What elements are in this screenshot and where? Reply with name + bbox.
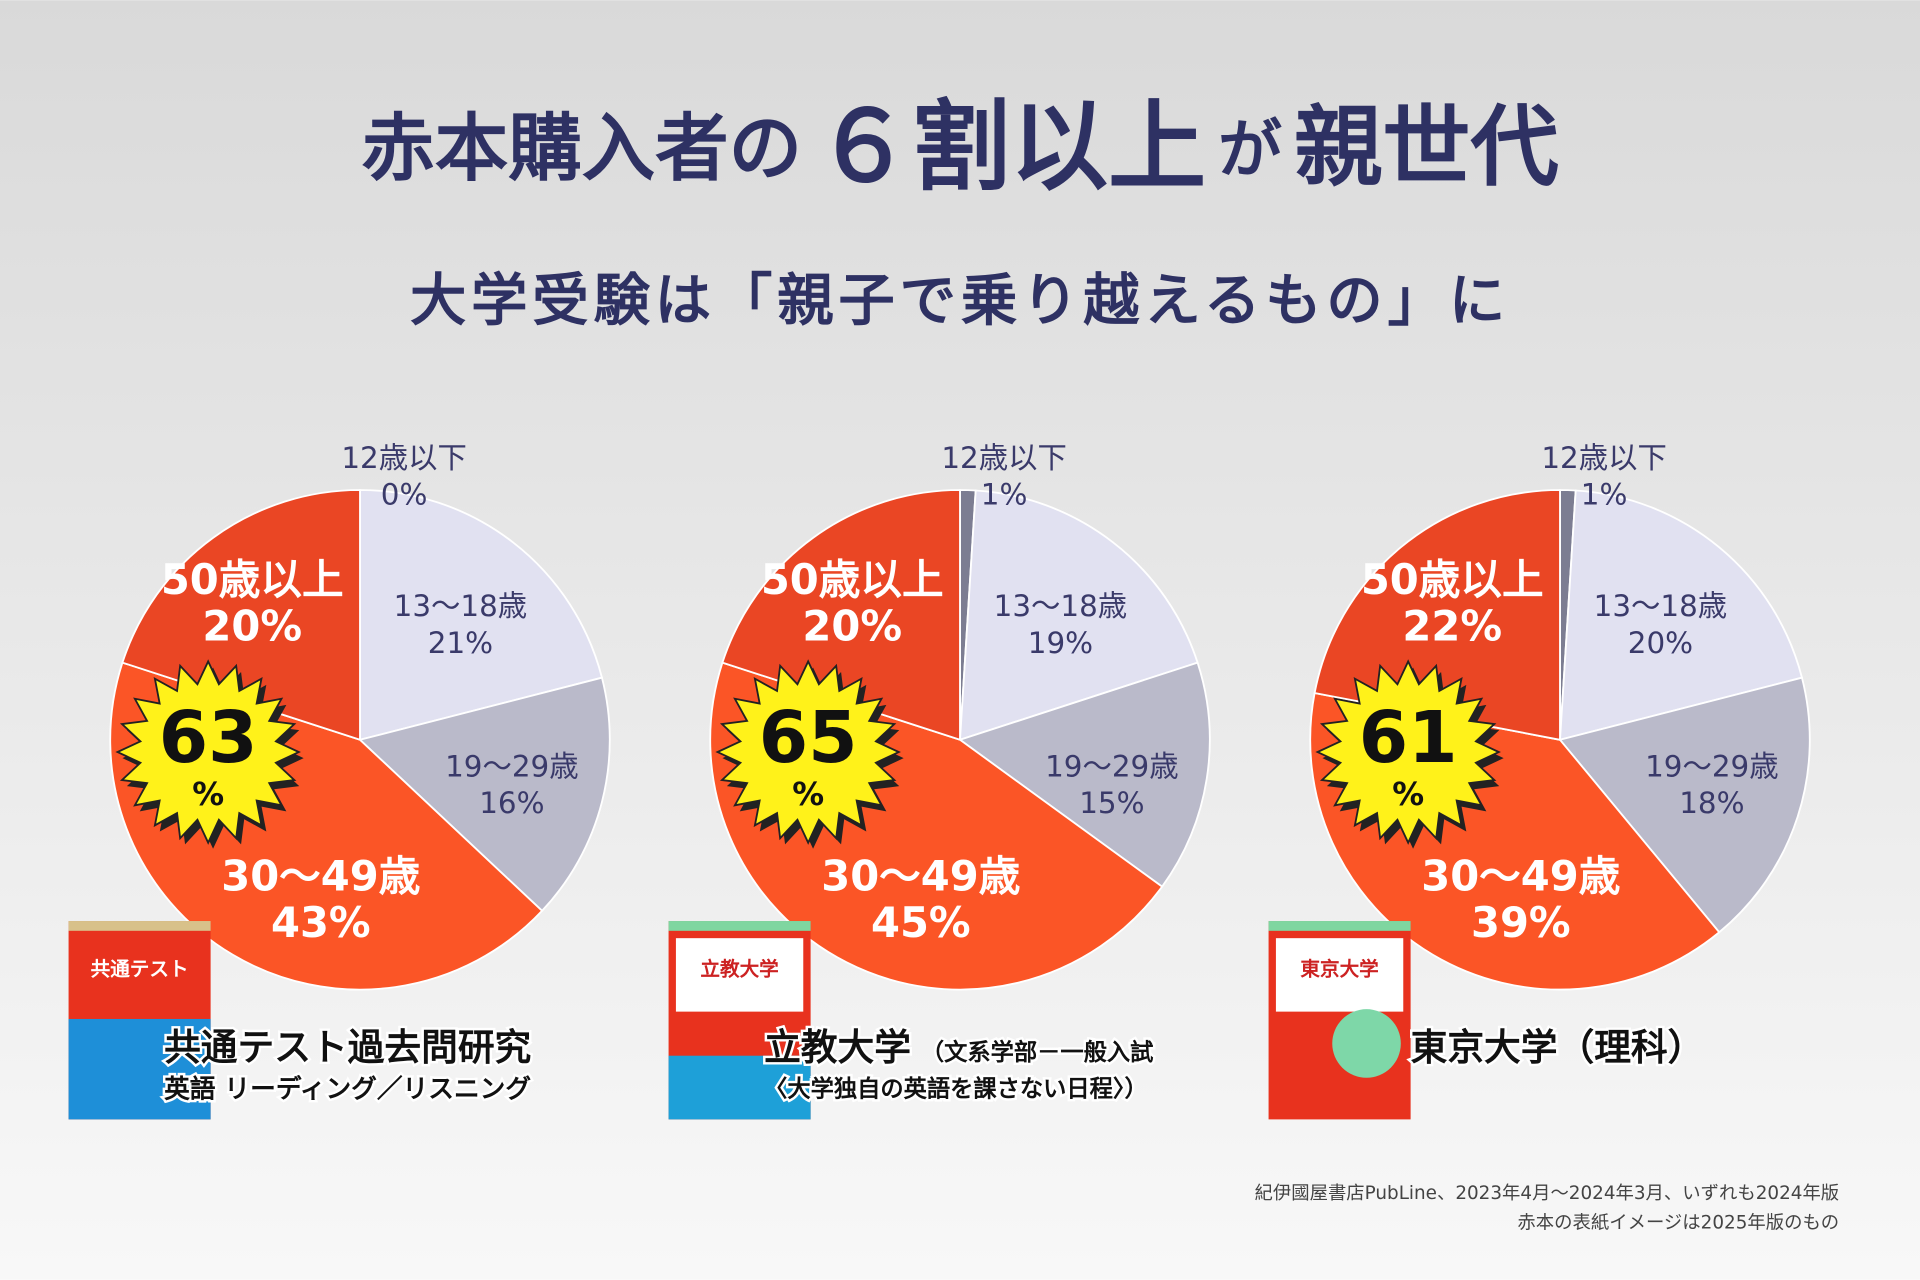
slice-value-label: 43% <box>271 898 371 947</box>
book-cover-panel <box>75 938 204 1012</box>
slice-category-label: 50歳以上 <box>161 555 344 604</box>
slice-category-label: 12歳以下 <box>941 441 1067 475</box>
slice-category-label: 19〜29歳 <box>1645 749 1779 783</box>
slice-value-label: 20% <box>1628 626 1693 660</box>
slice-value-label: 16% <box>479 786 544 820</box>
slice-category-label: 30〜49歳 <box>1421 851 1620 900</box>
slice-category-label: 13〜18歳 <box>1594 589 1728 623</box>
slice-value-label: 19% <box>1028 626 1093 660</box>
title-part: 赤本購入者の <box>361 106 802 191</box>
starburst <box>115 659 301 845</box>
pie-slice <box>1559 489 1804 741</box>
book-subtitle: 英語 リーディング／リスニング <box>164 1074 531 1105</box>
book-subtitle: 〈大学独自の英語を課さない日程〉） <box>764 1076 1148 1103</box>
book-cover-panel <box>68 1018 211 1120</box>
book-title: 東京大学（理科） <box>1411 1026 1705 1069</box>
book-cover-panel <box>675 938 804 1012</box>
highlight-value: 65 <box>759 696 858 779</box>
slice-category-label: 30〜49歳 <box>821 851 1020 900</box>
book-subtitle: （文系学部－一般入試 <box>921 1039 1154 1066</box>
slice-category-label: 12歳以下 <box>341 441 467 475</box>
book-cover-title: 共通テスト <box>91 957 189 980</box>
slice-value-label: 15% <box>1079 786 1144 820</box>
highlight-unit: % <box>192 775 224 813</box>
pie-slice <box>359 489 604 741</box>
pie-slice <box>1558 676 1811 934</box>
slice-value-label: 21% <box>428 626 493 660</box>
highlight-unit: % <box>1392 775 1424 813</box>
pie-slice <box>958 489 1199 742</box>
subtitle: 大学受験は「親子で乗り越えるもの」に <box>410 269 1510 334</box>
slice-category-label: 30〜49歳 <box>221 851 420 900</box>
slice-category-label: 12歳以下 <box>1541 441 1667 475</box>
slice-value-label: 45% <box>871 898 971 947</box>
slice-category-label: 13〜18歳 <box>394 589 528 623</box>
book-cover-band <box>68 921 211 931</box>
slice-category-label: 13〜18歳 <box>994 589 1128 623</box>
title: 赤本購入者の ６割以上が親世代 <box>361 90 1558 204</box>
slice-value-label: 20% <box>202 602 302 651</box>
highlight-unit: % <box>792 775 824 813</box>
book-cover-panel <box>1275 938 1404 1012</box>
highlight-value: 61 <box>1359 696 1458 779</box>
slice-value-label: 18% <box>1679 786 1744 820</box>
slice-value-label: 22% <box>1402 602 1502 651</box>
slice-category-label: 50歳以上 <box>761 555 944 604</box>
book-title: 立教大学 <box>764 1026 911 1069</box>
book-cover-title: 東京大学 <box>1300 957 1378 980</box>
book-cover-emblem <box>1332 1009 1401 1078</box>
title-part: が <box>1218 113 1282 187</box>
book-cover-panel <box>668 1055 811 1120</box>
slice-value-label: 0% <box>381 478 428 512</box>
slice-value-label: 1% <box>981 478 1028 512</box>
title-part: 親世代 <box>1294 96 1558 199</box>
slice-category-label: 19〜29歳 <box>1045 749 1179 783</box>
highlight-value: 63 <box>159 696 258 779</box>
source-note: 赤本の表紙イメージは2025年版のもの <box>1517 1212 1839 1233</box>
book-title: 共通テスト過去問研究 <box>164 1026 531 1069</box>
book-cover-band <box>668 921 811 931</box>
source-note: 紀伊國屋書店PubLine、2023年4月～2024年3月、いずれも2024年版 <box>1255 1183 1840 1204</box>
slice-category-label: 19〜29歳 <box>445 749 579 783</box>
slice-value-label: 20% <box>802 602 902 651</box>
pie-slice <box>358 676 611 913</box>
pie-slice <box>958 661 1211 888</box>
starburst <box>715 659 901 845</box>
slice-value-label: 39% <box>1471 898 1571 947</box>
slice-category-label: 50歳以上 <box>1361 555 1544 604</box>
title-part: ６割以上 <box>814 90 1206 204</box>
slice-value-label: 1% <box>1581 478 1628 512</box>
book-cover-title: 立教大学 <box>700 957 778 980</box>
book-cover-band <box>1268 921 1411 931</box>
starburst <box>1315 659 1501 845</box>
pie-slice <box>1313 489 1561 741</box>
